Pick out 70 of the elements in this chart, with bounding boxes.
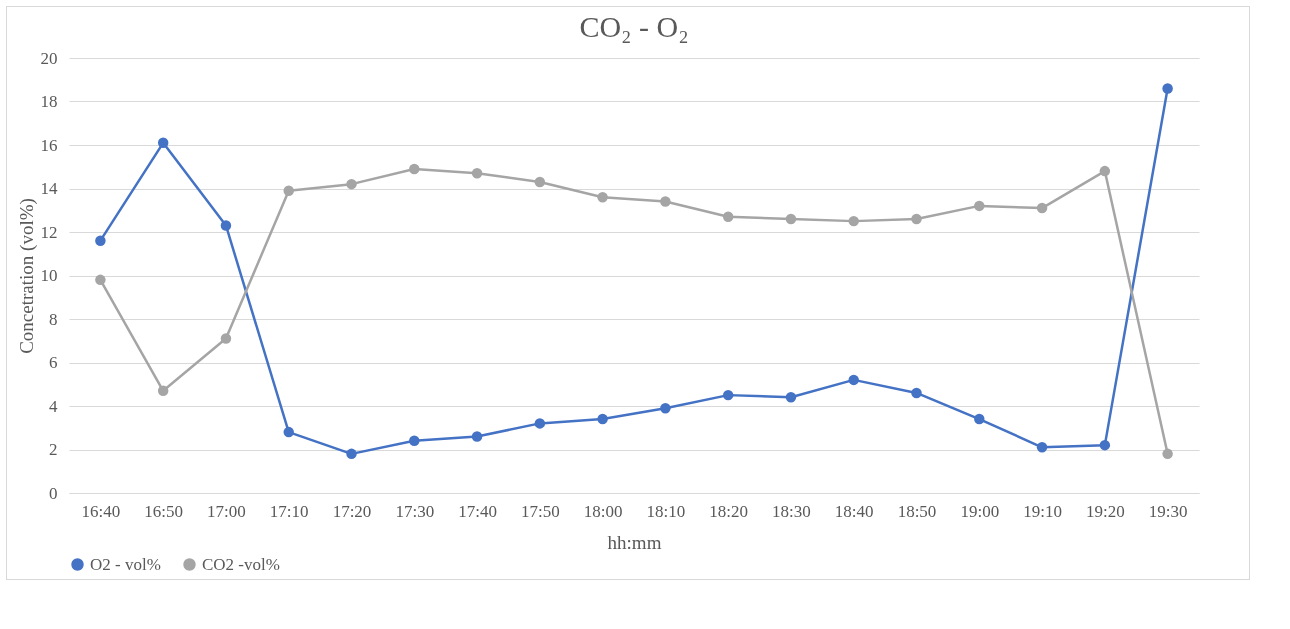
point	[157, 137, 169, 149]
point	[1099, 439, 1111, 451]
point	[597, 413, 608, 425]
point	[660, 196, 671, 207]
chart-title: CO₂ - O₂	[579, 10, 689, 43]
point	[785, 392, 797, 403]
x-tick-label: 18:30	[772, 501, 811, 521]
y-tick-label: 2	[49, 440, 58, 459]
point	[346, 448, 357, 460]
point	[534, 418, 546, 429]
y-tick-label: 18	[40, 92, 58, 111]
y-tick-label: 14	[40, 179, 58, 198]
x-tick-label: 19:00	[960, 501, 1000, 521]
y-tick-label: 6	[49, 353, 58, 372]
point	[220, 333, 232, 344]
x-tick-label: 18:20	[709, 501, 749, 521]
y-tick-label: 8	[49, 309, 58, 329]
y-tick-label: 4	[49, 396, 58, 416]
point	[1036, 202, 1048, 214]
x-tick-label: 16:40	[81, 501, 121, 521]
point	[409, 163, 420, 175]
legend-label: CO2 -vol%	[202, 554, 280, 574]
point	[974, 413, 985, 425]
point	[471, 431, 483, 442]
x-tick-label: 17:40	[458, 501, 497, 521]
y-tick-label: 20	[40, 48, 58, 68]
x-tick-label: 17:50	[520, 501, 560, 521]
x-tick-label: 19:20	[1085, 501, 1125, 521]
point	[1162, 83, 1173, 94]
point	[157, 385, 169, 397]
x-axis-title: hh:mm	[607, 531, 662, 553]
x-tick-label: 19:10	[1023, 501, 1062, 521]
point	[409, 435, 420, 447]
point	[597, 191, 608, 203]
x-tick-label: 17:30	[395, 501, 435, 521]
y-tick-label: 16	[40, 135, 58, 155]
point	[660, 402, 671, 414]
point	[848, 215, 859, 227]
point	[1162, 448, 1173, 460]
point	[974, 200, 985, 212]
x-tick-label: 17:20	[332, 501, 372, 521]
point	[283, 426, 294, 438]
legend-label: O2 - vol%	[90, 554, 161, 574]
point	[534, 176, 546, 188]
x-tick-label: 18:00	[583, 501, 623, 521]
point	[95, 274, 106, 286]
point	[722, 389, 734, 401]
point	[911, 213, 922, 225]
point	[1099, 165, 1111, 177]
x-tick-label: 18:50	[897, 501, 937, 521]
x-tick-label: 17:00	[207, 501, 246, 521]
point	[911, 387, 922, 399]
point	[346, 178, 357, 190]
y-tick-label: 0	[49, 483, 58, 503]
point	[848, 374, 859, 386]
x-tick-label: 18:40	[834, 501, 874, 521]
point	[220, 220, 232, 231]
y-axis-title: Concetration (vol%)	[15, 198, 38, 354]
point	[1036, 442, 1048, 453]
point	[95, 235, 106, 246]
x-tick-label: 16:50	[144, 501, 184, 521]
x-tick-label: 17:10	[269, 501, 309, 521]
point	[722, 211, 734, 223]
y-tick-label: 12	[40, 222, 58, 242]
x-tick-label: 18:10	[646, 501, 686, 521]
x-tick-label: 19:30	[1148, 501, 1188, 521]
point	[283, 185, 294, 196]
point	[471, 168, 483, 179]
y-tick-label: 10	[40, 266, 58, 285]
point	[785, 213, 797, 225]
